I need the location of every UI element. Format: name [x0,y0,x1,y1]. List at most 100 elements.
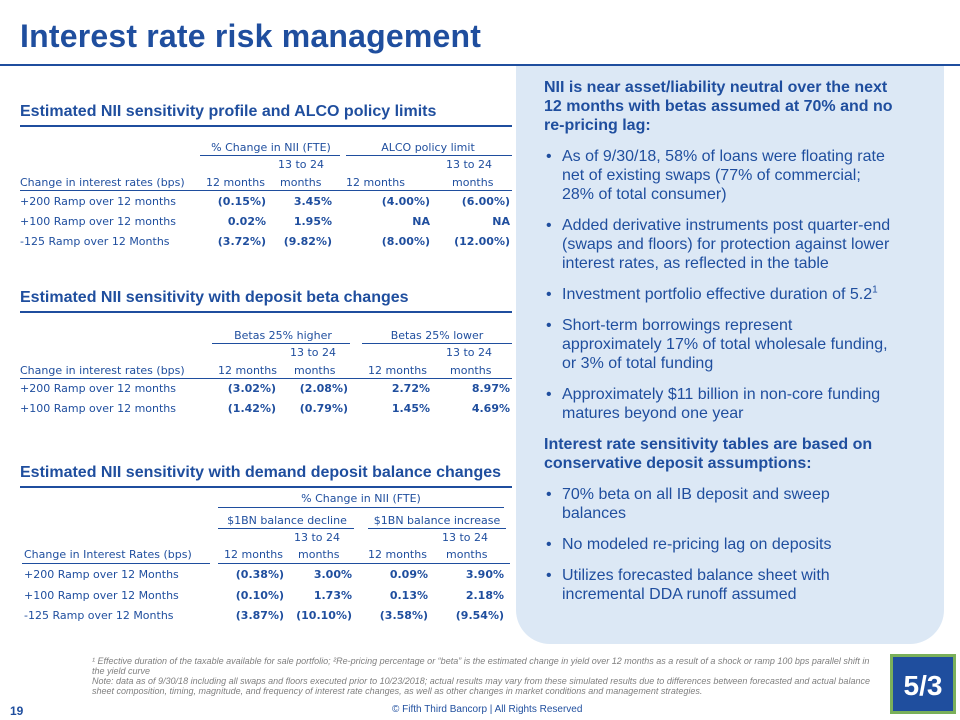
cell-value: (0.10%) [235,589,284,602]
row-label: +200 Ramp over 12 months [20,195,176,208]
table1-row-header: Change in interest rates (bps) [20,176,185,189]
table1-group-rule [200,155,340,156]
bullet-text: No modeled re-pricing lag on deposits [562,536,832,553]
table1-group-alco: ALCO policy limit [381,141,475,154]
page-number: 19 [10,704,24,718]
cell-value: NA [492,215,510,228]
row-label: +100 Ramp over 12 Months [24,589,179,602]
panel-bullets-1: • As of 9/30/18, 58% of loans were floati… [544,147,894,423]
panel-heading-2: Interest rate sensitivity tables are bas… [544,436,873,472]
row-label: -125 Ramp over 12 Months [20,235,170,248]
cell-value: 1.45% [391,402,430,415]
bullet-text: 70% beta on all IB deposit and sweep bal… [562,486,830,522]
table1-group-rule [346,155,512,156]
table3-group-rule [368,528,506,529]
table2-heading: Estimated NII sensitivity with deposit b… [20,289,409,306]
list-item: • 70% beta on all IB deposit and sweep ba… [546,486,830,522]
cell-value: (1.42%) [227,402,276,415]
logo-text: 5/3 [904,670,943,701]
table3-heading-rule [20,486,512,488]
table2-col-24a: 13 to 24 [445,346,492,359]
row-label: +200 Ramp over 12 Months [24,568,179,581]
cell-value: (0.15%) [217,195,266,208]
cell-value: 1.95% [293,215,332,228]
cell-value: (3.58%) [379,609,428,622]
row-label: +200 Ramp over 12 months [20,382,176,395]
list-item: • As of 9/30/18, 58% of loans were floati… [546,148,885,203]
table3-row-header: Change in Interest Rates (bps) [24,548,192,561]
cell-value: 8.97% [471,382,510,395]
list-item: • Utilizes forecasted balance sheet with … [546,567,830,603]
cell-value: 3.45% [293,195,332,208]
table1-col-12: 12 months [206,176,265,189]
table2-header-rule [20,378,512,379]
table3-col-24b: months [298,548,340,561]
cell-value: 3.90% [465,568,504,581]
cell-value: (9.54%) [455,609,504,622]
list-item: • Short-term borrowings represent approxi… [546,317,888,372]
title-divider [0,64,960,66]
commentary-panel: NII is near asset/liability neutral over… [516,66,944,644]
table1-col-24a: 13 to 24 [277,158,324,171]
cell-value: (0.79%) [299,402,348,415]
cell-value: (3.87%) [235,609,284,622]
table1-col-12: 12 months [346,176,405,189]
cell-value: (6.00%) [461,195,510,208]
footnote-marker: 1 [872,284,878,296]
cell-value: 4.69% [471,402,510,415]
table2-group-rule [212,343,350,344]
table2-col-24b: months [450,364,492,377]
table3-col-24a: 13 to 24 [441,531,488,544]
table3-col-24b: months [446,548,488,561]
row-label: -125 Ramp over 12 Months [24,609,174,622]
table1-header-rule [20,190,512,191]
list-item: • Added derivative instruments post quart… [546,217,891,272]
table1-col-24a: 13 to 24 [445,158,492,171]
cell-value: (3.02%) [227,382,276,395]
bullet-text: As of 9/30/18, 58% of loans were floatin… [562,148,885,203]
table2-group-higher: Betas 25% higher [234,329,332,342]
bullet-text: Investment portfolio effective duration … [562,286,873,303]
cell-value: (9.82%) [283,235,332,248]
table3-group-increase: $1BN balance increase [373,514,501,527]
row-label: +100 Ramp over 12 months [20,402,176,415]
table2-col-24b: months [294,364,336,377]
table3-col-12: 12 months [224,548,283,561]
fifth-third-logo-icon: 5/3 [890,654,956,714]
cell-value: (8.00%) [381,235,430,248]
table2-col-24a: 13 to 24 [289,346,336,359]
table2-col-12: 12 months [218,364,277,377]
cell-value: 0.09% [389,568,428,581]
table3-header-rule [22,563,210,564]
cell-value: (0.38%) [235,568,284,581]
row-label: +100 Ramp over 12 months [20,215,176,228]
table3-group-rule [218,528,354,529]
table3-col-12: 12 months [368,548,427,561]
table1-group-nii: % Change in NII (FTE) [211,141,331,154]
bullet-text: Approximately $11 billion in non-core fu… [562,386,881,422]
table2-row-header: Change in interest rates (bps) [20,364,185,377]
list-item: • Investment portfolio effective duration… [546,284,878,303]
footnote-note: Note: data as of 9/30/18 including all s… [92,676,870,696]
cell-value: 0.02% [227,215,266,228]
bullet-text: Short-term borrowings represent approxim… [562,317,888,372]
footnote: ¹ Effective duration of the taxable avai… [92,656,882,696]
bullet-text: Utilizes forecasted balance sheet with i… [562,567,830,603]
list-item: • Approximately $11 billion in non-core f… [546,386,881,422]
table2-group-lower: Betas 25% lower [390,329,484,342]
footnote-text: ¹ Effective duration of the taxable avai… [92,656,870,676]
cell-value: (12.00%) [454,235,510,248]
table2-col-12: 12 months [368,364,427,377]
cell-value: 2.72% [391,382,430,395]
table2-group-rule [362,343,512,344]
page-title: Interest rate risk management [20,18,482,54]
table1-col-24b: months [452,176,494,189]
table1-col-24b: months [280,176,322,189]
cell-value: 0.13% [389,589,428,602]
cell-value: (4.00%) [381,195,430,208]
panel-bullets-2: • 70% beta on all IB deposit and sweep ba… [544,485,894,604]
cell-value: (3.72%) [217,235,266,248]
cell-value: 1.73% [313,589,352,602]
table3-group-decline: $1BN balance decline [227,514,347,527]
list-item: • No modeled re-pricing lag on deposits [546,536,832,553]
